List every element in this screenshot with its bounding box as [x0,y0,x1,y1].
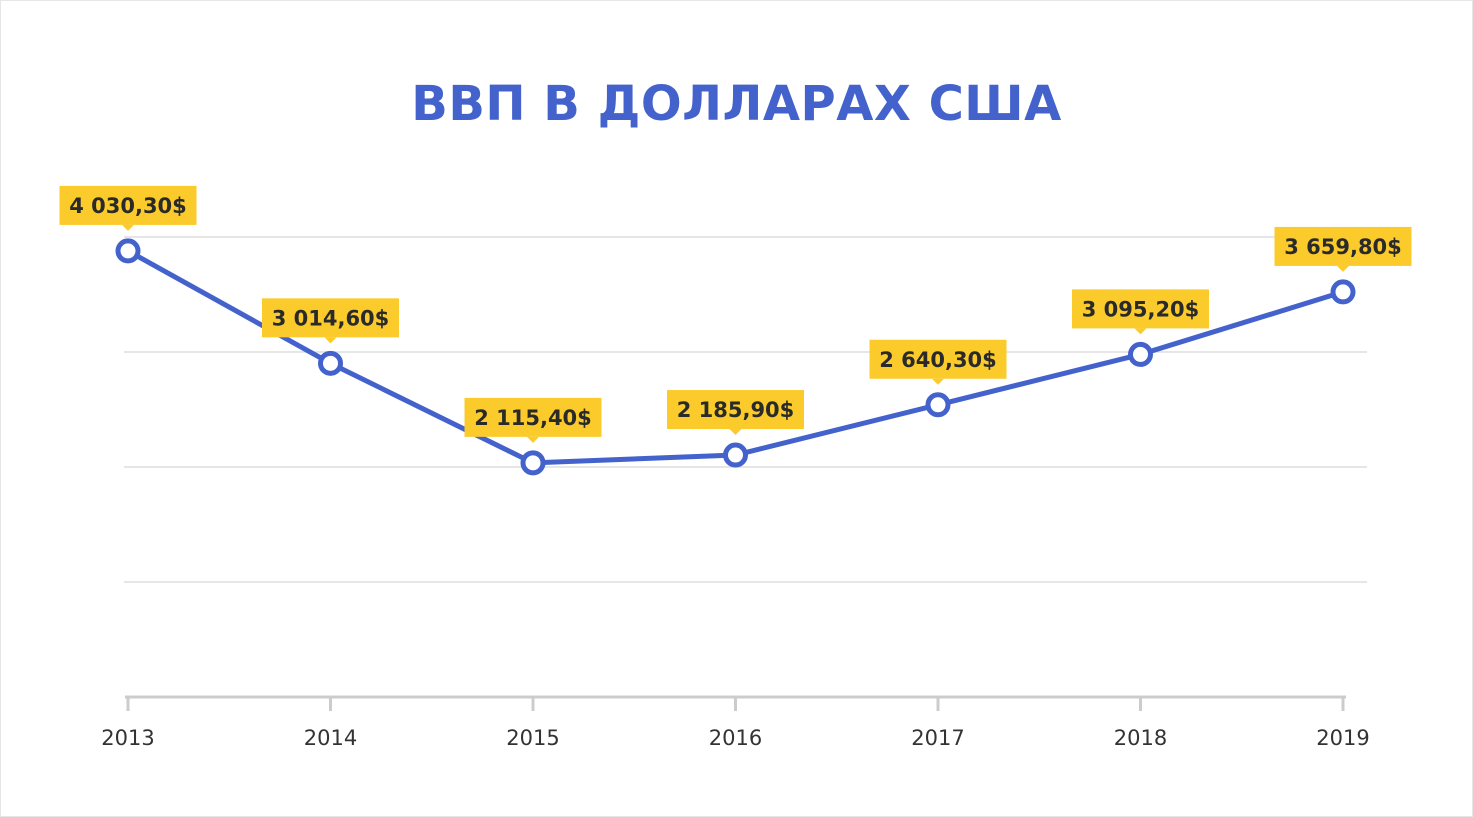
data-point [115,238,141,264]
data-label: 2 640,30$ [879,348,997,372]
data-label-box [59,185,197,225]
chart-title: ВВП В ДОЛЛАРАХ США [411,76,1062,132]
data-label: 3 095,20$ [1082,297,1200,321]
x-tick-label: 2013 [101,726,154,750]
data-label-box [1072,289,1209,329]
data-label-pointer [324,337,337,344]
data-label-pointer [1337,265,1349,272]
data-label: 2 185,90$ [677,398,795,422]
data-label-box [464,397,602,437]
data-label: 3 014,60$ [272,306,390,330]
data-point [318,350,343,376]
data-point [1128,341,1153,367]
data-label: 2 115,40$ [474,406,592,430]
x-tick-label: 2018 [1114,726,1167,750]
data-label-box [667,390,804,430]
data-label: 4 030,30$ [69,194,187,218]
data-label-pointer [1134,328,1147,335]
data-point [925,392,951,418]
data-label-pointer [932,378,944,385]
x-tick-label: 2016 [709,726,762,750]
x-tick-label: 2017 [911,726,964,750]
data-label-box [1274,226,1412,266]
data-label-pointer [527,436,539,443]
data-label-pointer [729,429,742,436]
x-tick-label: 2019 [1316,726,1369,750]
x-tick-label: 2014 [304,726,357,750]
data-label-pointer [122,224,134,231]
data-point [520,450,546,476]
data-point [723,442,748,468]
data-label: 3 659,80$ [1284,235,1402,259]
data-point [1330,279,1356,305]
data-label-box [869,339,1007,379]
data-label-box [262,298,399,338]
x-tick-label: 2015 [506,726,559,750]
